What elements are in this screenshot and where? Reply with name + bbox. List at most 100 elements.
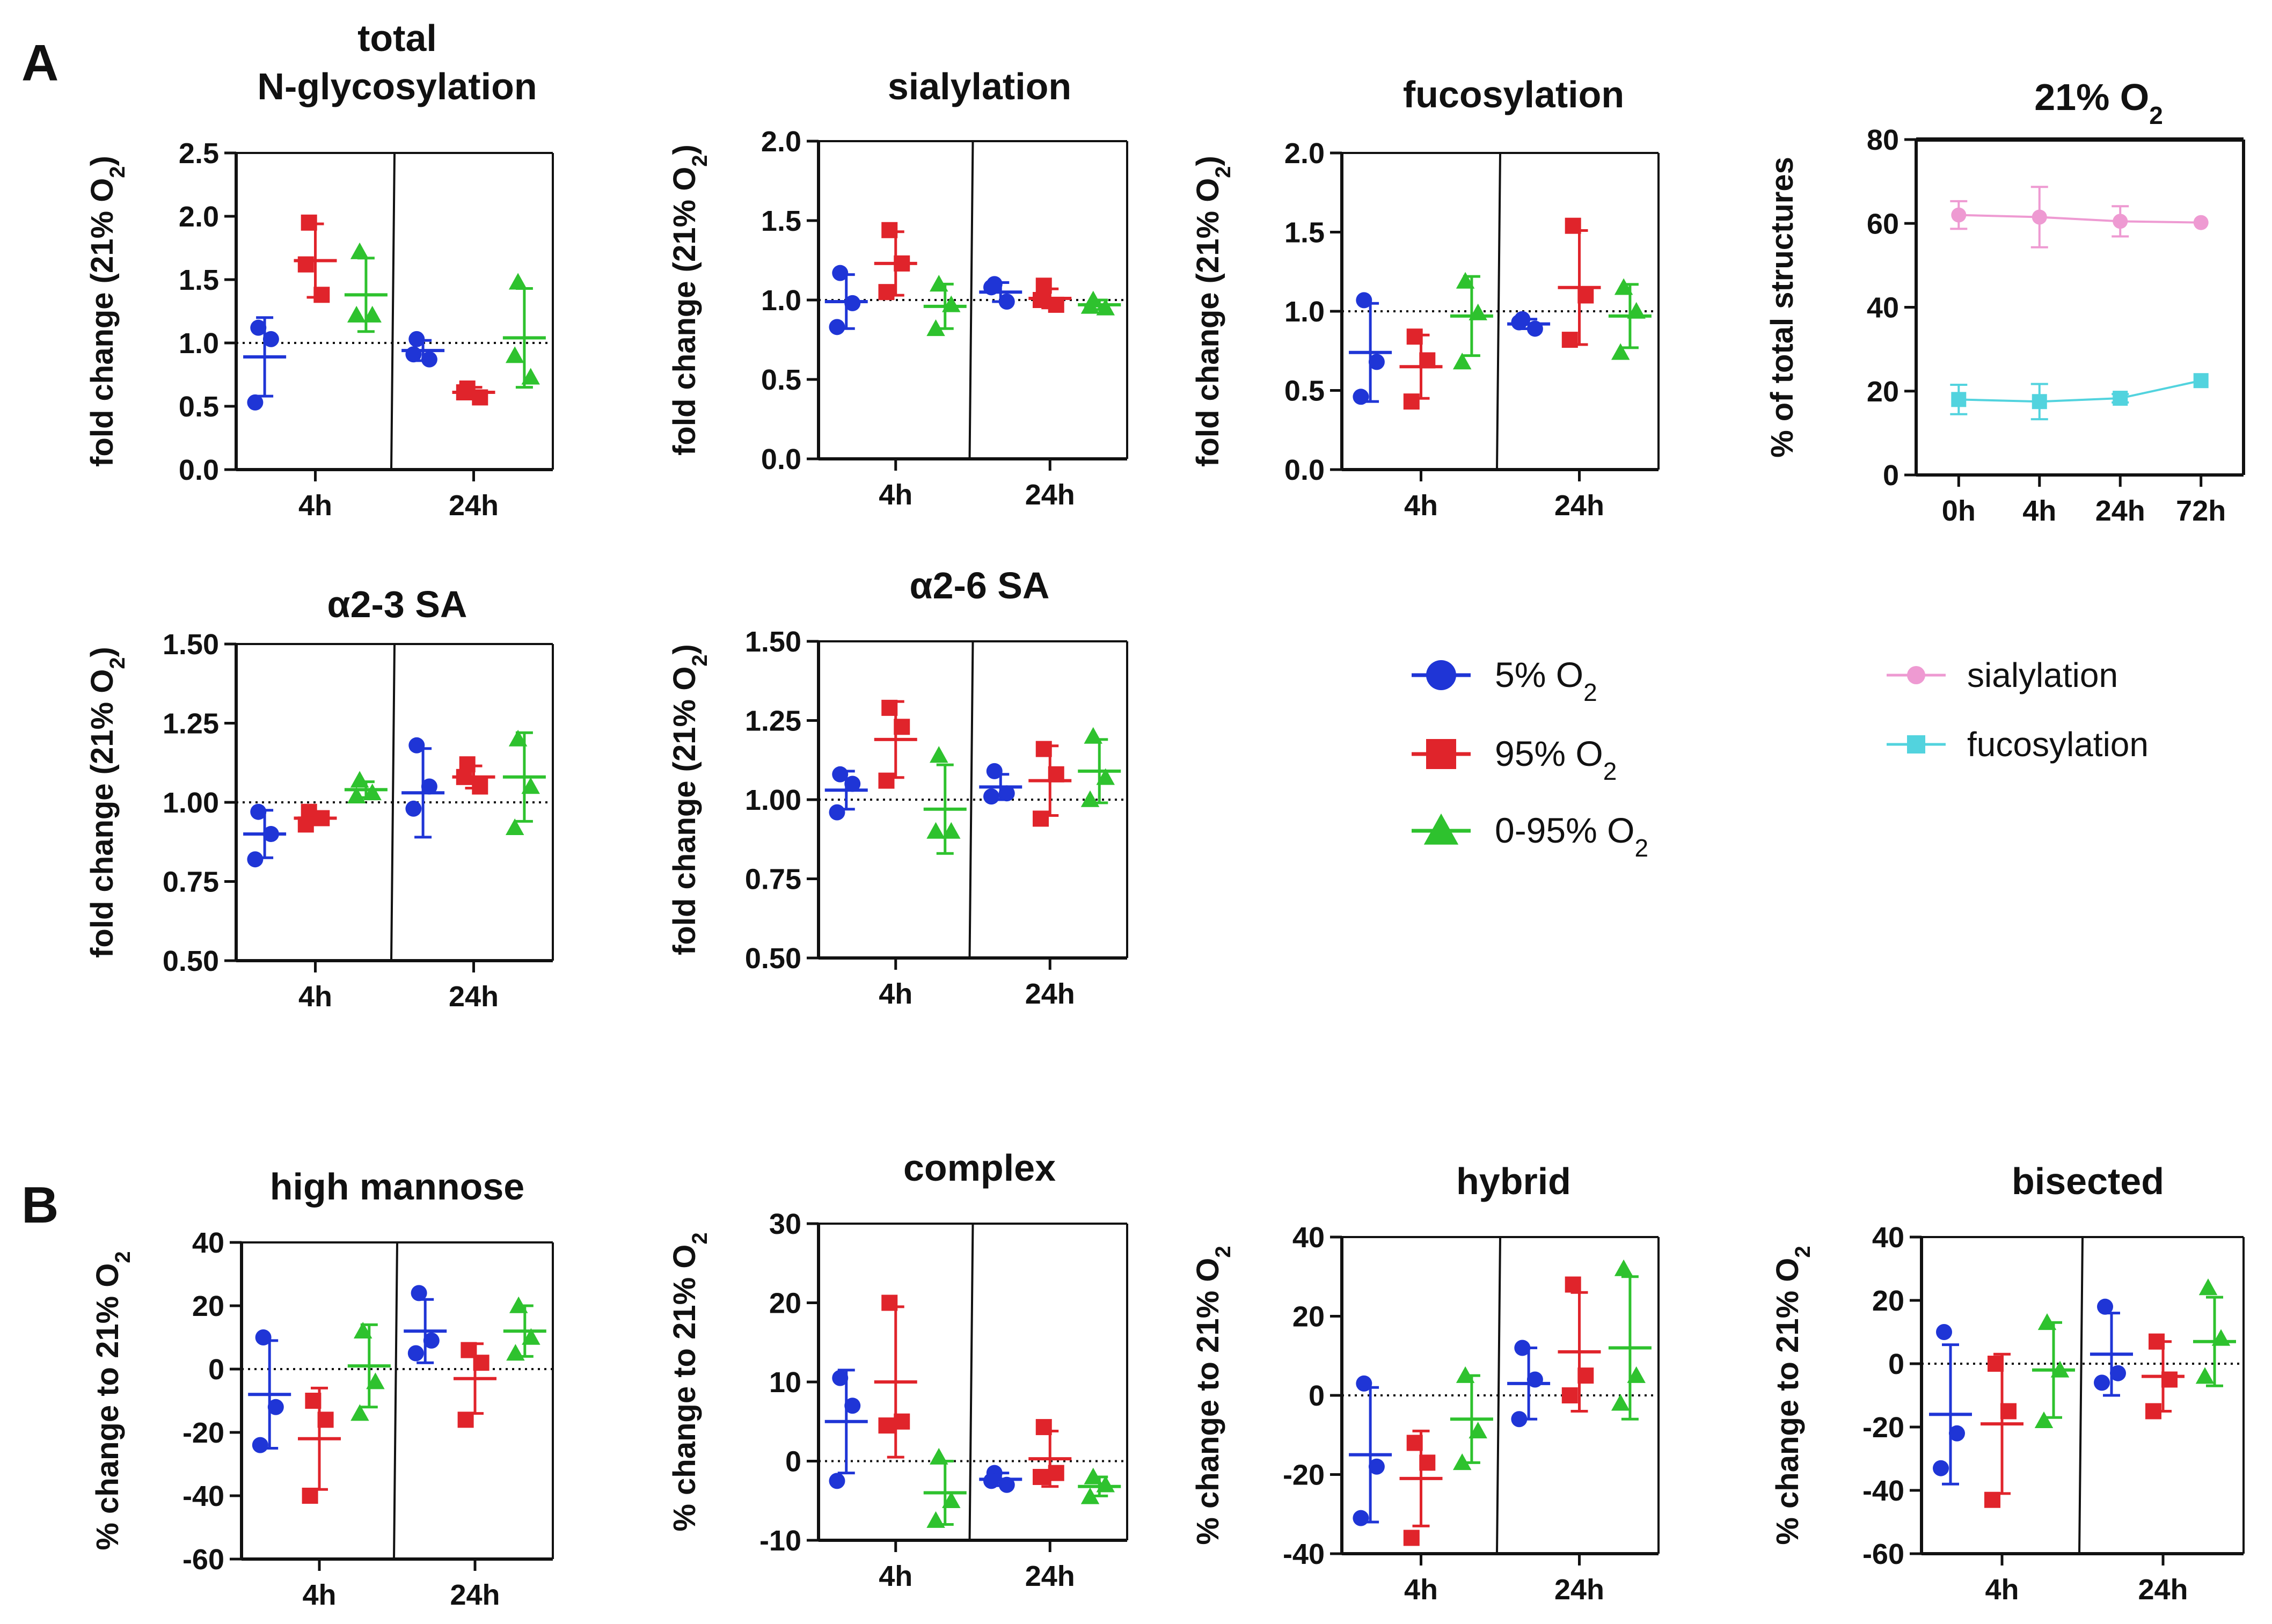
data-point bbox=[297, 256, 314, 273]
data-point bbox=[2050, 1360, 2070, 1378]
data-point bbox=[926, 822, 945, 839]
legend-item: 5% O2 bbox=[1412, 655, 1597, 706]
x-tick-label: 24h bbox=[2138, 1574, 2188, 1606]
y-tick-label: 20 bbox=[1867, 376, 1899, 408]
y-axis-label: % change to 21% O2 bbox=[667, 1232, 712, 1531]
data-point bbox=[1048, 766, 1064, 782]
y-axis-label-close: ) bbox=[1190, 156, 1225, 166]
data-point bbox=[930, 1447, 948, 1465]
y-axis-label: fold change (21% O2) bbox=[667, 644, 712, 955]
y-axis-label-text: % change to 21% O bbox=[90, 1263, 125, 1550]
data-point bbox=[1561, 1387, 1578, 1403]
data-point bbox=[1419, 352, 1436, 369]
data-point bbox=[1511, 314, 1528, 331]
data-point bbox=[1561, 332, 1578, 348]
data-point bbox=[347, 305, 366, 323]
chart-a26: α2-6 SA fold change (21% O2) 0.50 0.75 1.00 1… bbox=[667, 565, 1128, 1010]
data-point bbox=[829, 804, 845, 821]
data-point bbox=[844, 1398, 861, 1414]
data-point bbox=[1936, 1324, 1952, 1340]
data-point bbox=[505, 346, 524, 363]
y-tick-label: 20 bbox=[1292, 1301, 1325, 1333]
legend-label: 95% O2 bbox=[1495, 734, 1617, 785]
chart-title: hybrid bbox=[1456, 1160, 1571, 1202]
data-point bbox=[930, 746, 948, 763]
x-tick-label: 4h bbox=[879, 479, 912, 511]
y-tick-label: 0 bbox=[1309, 1380, 1325, 1412]
y-tick-label: 2.0 bbox=[761, 126, 801, 158]
data-point bbox=[1084, 1467, 1102, 1484]
legend-label: fucosylation bbox=[1967, 725, 2149, 764]
y-tick-label: 0 bbox=[1888, 1348, 1904, 1380]
data-point bbox=[881, 699, 898, 716]
data-point bbox=[1368, 1458, 1385, 1475]
chart-title: N-glycosylation bbox=[257, 65, 537, 107]
y-axis-label: fold change (21% O2) bbox=[1190, 156, 1235, 467]
data-point bbox=[347, 786, 366, 803]
y-axis-label-subscript: 2 bbox=[106, 166, 129, 178]
data-point bbox=[2161, 1371, 2178, 1388]
data-point bbox=[1614, 278, 1633, 295]
data-point bbox=[1514, 1340, 1531, 1356]
data-point bbox=[301, 214, 317, 231]
y-tick-label: -60 bbox=[1862, 1538, 1904, 1570]
y-tick-label: -20 bbox=[1862, 1411, 1904, 1444]
data-point bbox=[2000, 1403, 2017, 1420]
data-point bbox=[998, 293, 1015, 310]
y-axis-label: % change to 21% O2 bbox=[1770, 1246, 1815, 1545]
x-tick-label: 0h bbox=[1942, 495, 1976, 527]
data-point bbox=[2037, 1313, 2057, 1330]
x-tick-label: 24h bbox=[1025, 479, 1075, 511]
y-axis-label: fold change (21% O2) bbox=[85, 647, 129, 958]
data-point bbox=[2032, 209, 2047, 225]
chart-title: high mannose bbox=[270, 1166, 524, 1208]
y-axis-label-close: ) bbox=[667, 144, 702, 155]
y-axis-label-subscript: 2 bbox=[1791, 1246, 1815, 1257]
y-tick-label: -40 bbox=[182, 1480, 224, 1512]
data-point bbox=[408, 737, 425, 754]
y-axis-label: % change to 21% O2 bbox=[90, 1251, 135, 1550]
data-point bbox=[942, 1491, 961, 1509]
y-tick-label: -20 bbox=[1283, 1459, 1325, 1491]
data-point bbox=[506, 1344, 525, 1361]
data-point bbox=[457, 1411, 474, 1428]
data-point bbox=[1048, 296, 1064, 313]
data-point bbox=[366, 1372, 385, 1389]
data-point bbox=[423, 1332, 440, 1349]
data-point bbox=[1984, 1491, 2000, 1508]
data-point bbox=[521, 777, 540, 794]
y-tick-label: 0 bbox=[785, 1446, 801, 1478]
group-divider bbox=[390, 152, 396, 470]
data-point bbox=[350, 771, 369, 788]
data-point bbox=[1033, 1469, 1049, 1485]
data-point bbox=[983, 1473, 999, 1489]
y-tick-label: 0.5 bbox=[179, 391, 219, 423]
y-tick-label: 0.5 bbox=[1284, 375, 1325, 407]
chart-title: sialylation bbox=[888, 65, 1071, 107]
x-tick-label: 4h bbox=[879, 978, 912, 1010]
x-tick-label: 4h bbox=[879, 1560, 912, 1592]
y-tick-label: 0.5 bbox=[761, 364, 801, 396]
x-tick-label: 24h bbox=[1554, 489, 1604, 522]
data-point bbox=[1406, 1435, 1423, 1451]
data-point bbox=[421, 778, 437, 795]
data-point bbox=[2113, 214, 2128, 229]
data-point bbox=[983, 788, 999, 805]
data-point bbox=[262, 826, 279, 842]
data-point bbox=[942, 295, 961, 312]
y-axis-label-close: ) bbox=[667, 644, 702, 654]
y-tick-label: 0.0 bbox=[179, 454, 219, 486]
data-point bbox=[1611, 1394, 1630, 1411]
data-point bbox=[2195, 1367, 2215, 1384]
data-point bbox=[313, 287, 330, 303]
data-point bbox=[2193, 373, 2209, 389]
data-point bbox=[1419, 1454, 1436, 1471]
y-tick-label: 30 bbox=[769, 1208, 801, 1240]
y-axis-label-subscript: 2 bbox=[688, 654, 712, 666]
group-divider bbox=[968, 641, 974, 959]
data-point bbox=[832, 265, 849, 281]
data-point bbox=[1353, 389, 1369, 405]
data-point bbox=[1526, 1371, 1543, 1388]
x-tick-label: 4h bbox=[1404, 1574, 1438, 1606]
